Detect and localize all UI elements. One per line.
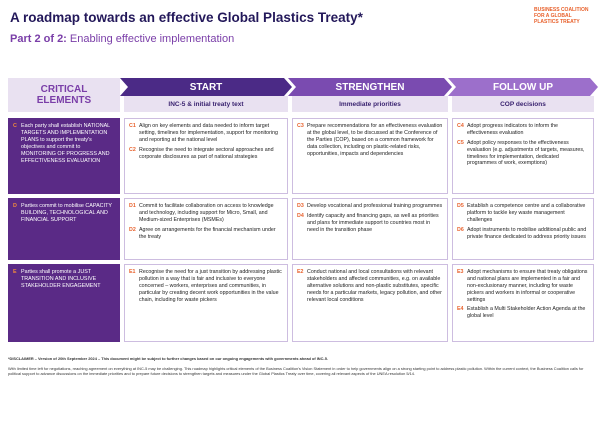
item-id: D2 — [129, 226, 136, 233]
column-header: START — [120, 78, 292, 96]
item-text: Recognise the need to integrate sectoral… — [139, 146, 274, 160]
item-id: C1 — [129, 123, 136, 129]
cell: D5 Establish a competence centre and a co… — [452, 198, 594, 260]
item-id: D5 — [457, 203, 464, 209]
item-id: E3 — [457, 269, 464, 275]
item-text: Adopt progress indicators to inform the … — [467, 123, 558, 136]
cell: C4 Adopt progress indicators to inform th… — [452, 118, 594, 194]
cell: E3 Adopt mechanisms to ensure that treaty… — [452, 264, 594, 342]
item-id: C4 — [457, 123, 464, 129]
item-text: Adopt policy responses to the effectiven… — [467, 139, 585, 167]
item: D2 Agree on arrangements for the financia… — [129, 227, 283, 241]
row-letter: C — [13, 123, 17, 129]
title: A roadmap towards an effective Global Pl… — [10, 10, 363, 25]
item: C4 Adopt progress indicators to inform th… — [457, 123, 589, 137]
item-text: Align on key elements and data needed to… — [139, 123, 278, 143]
item-id: C2 — [129, 146, 136, 153]
item-id: E1 — [129, 269, 136, 275]
item-id: E2 — [297, 269, 304, 275]
item-text: Develop vocational and professional trai… — [307, 203, 443, 209]
item: C2 Recognise the need to integrate sector… — [129, 147, 283, 161]
item-text: Adopt mechanisms to ensure that treaty o… — [467, 269, 588, 303]
subtitle-text: Enabling effective implementation — [69, 33, 235, 45]
item-text: Prepare recommendations for an effective… — [307, 123, 443, 157]
item-id: E4 — [457, 306, 464, 313]
cell: C3 Prepare recommendations for an effecti… — [292, 118, 448, 194]
disclaimer: *DISCLAIMER – Version of 20th September … — [8, 356, 328, 361]
item: D6 Adopt instruments to mobilise addition… — [457, 227, 589, 241]
row-letter: E — [13, 269, 17, 275]
item-text: Establish a Multi Stakeholder Action Age… — [467, 306, 586, 320]
item-id: D6 — [457, 226, 464, 233]
cell: E2 Conduct national and local consultatio… — [292, 264, 448, 342]
item-id: D1 — [129, 203, 136, 209]
column-header: STRENGTHEN — [288, 78, 452, 96]
column-header: CRITICAL ELEMENTS — [8, 78, 120, 112]
subtitle-lead: Part 2 of 2: — [10, 33, 67, 45]
column-subtitle: INC-5 & initial treaty text — [124, 96, 288, 112]
cell: C1 Align on key elements and data needed … — [124, 118, 288, 194]
cell: E1 Recognise the need for a just transiti… — [124, 264, 288, 342]
column-subtitle: COP decisions — [452, 96, 594, 112]
footnote: With limited time left for negotiations,… — [8, 366, 584, 377]
item-text: Agree on arrangements for the financial … — [139, 226, 276, 240]
item-text: Commit to facilitate collaboration on ac… — [139, 203, 274, 223]
item-id: D4 — [297, 212, 304, 219]
element-text: Parties shall promote a JUST TRANSITION … — [21, 269, 101, 290]
cell: D3 Develop vocational and professional tr… — [292, 198, 448, 260]
critical-element: E Parties shall promote a JUST TRANSITION… — [8, 264, 120, 342]
item: C1 Align on key elements and data needed … — [129, 123, 283, 144]
cell: D1 Commit to facilitate collaboration on … — [124, 198, 288, 260]
item: D4 Identify capacity and financing gaps, … — [297, 213, 443, 234]
item-text: Conduct national and local consultations… — [307, 269, 442, 303]
element-text: Each party shall establish NATIONAL TARG… — [21, 123, 110, 165]
item-text: Recognise the need for a just transition… — [139, 269, 282, 303]
item-id: C3 — [297, 123, 304, 129]
item: D3 Develop vocational and professional tr… — [297, 203, 443, 210]
item-id: C5 — [457, 139, 464, 146]
critical-element: D Parties commit to mobilise CAPACITY BUI… — [8, 198, 120, 260]
item: D1 Commit to facilitate collaboration on … — [129, 203, 283, 224]
item-text: Identify capacity and financing gaps, as… — [307, 212, 439, 233]
item: C5 Adopt policy responses to the effectiv… — [457, 140, 589, 168]
row-letter: D — [13, 203, 17, 209]
item-text: Adopt instruments to mobilise additional… — [467, 226, 587, 240]
column-subtitle: Immediate priorities — [292, 96, 448, 112]
item: E1 Recognise the need for a just transiti… — [129, 269, 283, 303]
item: C3 Prepare recommendations for an effecti… — [297, 123, 443, 157]
item: E3 Adopt mechanisms to ensure that treaty… — [457, 269, 589, 303]
item: D5 Establish a competence centre and a co… — [457, 203, 589, 224]
item: E4 Establish a Multi Stakeholder Action A… — [457, 306, 589, 320]
column-header: FOLLOW UP — [448, 78, 598, 96]
subtitle: Part 2 of 2: Enabling effective implemen… — [10, 33, 234, 45]
critical-element: C Each party shall establish NATIONAL TAR… — [8, 118, 120, 194]
logo: BUSINESS COALITION FOR A GLOBAL PLASTICS… — [534, 7, 589, 25]
item-text: Establish a competence centre and a coll… — [467, 203, 586, 223]
item: E2 Conduct national and local consultatio… — [297, 269, 443, 303]
element-text: Parties commit to mobilise CAPACITY BUIL… — [21, 203, 112, 224]
item-id: D3 — [297, 203, 304, 209]
